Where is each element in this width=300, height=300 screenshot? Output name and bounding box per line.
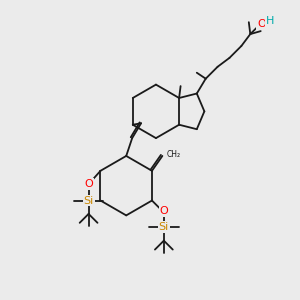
Text: Si: Si xyxy=(159,222,169,232)
Text: Si: Si xyxy=(83,196,94,206)
Text: CH₂: CH₂ xyxy=(167,150,181,159)
Text: O: O xyxy=(257,19,266,29)
Text: O: O xyxy=(84,179,93,189)
Text: H: H xyxy=(266,16,274,26)
Text: O: O xyxy=(160,206,168,216)
